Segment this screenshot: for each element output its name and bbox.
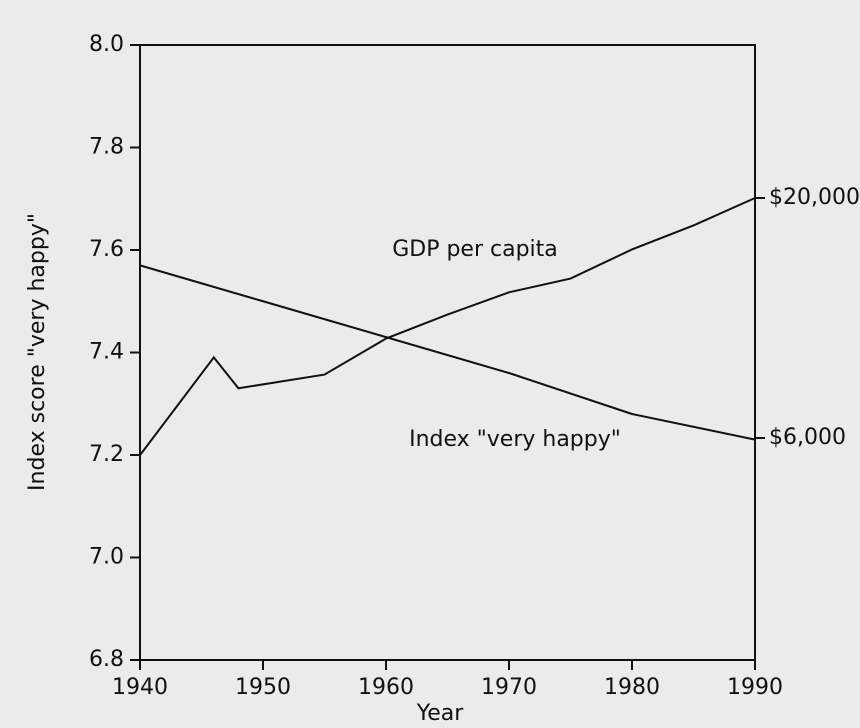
y-tick-label: 7.6 [89,237,124,262]
y-tick-label: 8.0 [89,32,124,57]
series-line [139,197,756,456]
y-tick-label: 7.0 [89,545,124,570]
y-tick-label: 7.8 [89,135,124,160]
series-line [139,264,756,441]
y-axis-label: Index score "very happy" [25,213,50,491]
x-axis-label: Year [416,701,465,726]
x-tick-label: 1940 [112,675,168,700]
y-tick-label: 6.8 [89,647,124,672]
y2-tick-label: $6,000 [769,425,846,450]
x-tick-label: 1970 [481,675,537,700]
y-tick-label: 7.2 [89,442,124,467]
y-tick-label: 7.4 [89,340,124,365]
x-tick-label: 1960 [358,675,414,700]
x-tick-label: 1990 [727,675,783,700]
x-tick-label: 1980 [604,675,660,700]
series-label: GDP per capita [392,237,558,262]
y2-tick-label: $20,000 [769,185,860,210]
x-tick-label: 1950 [235,675,291,700]
series-label: Index "very happy" [409,427,621,452]
plot-frame [139,44,756,661]
